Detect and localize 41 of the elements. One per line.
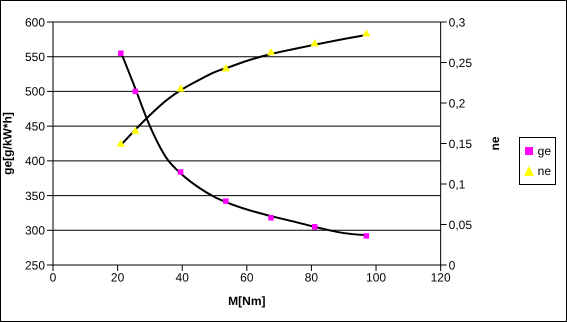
y-tick-label: 450 <box>24 119 46 134</box>
point <box>116 140 125 147</box>
point <box>223 198 229 204</box>
point <box>364 233 370 239</box>
y-tick-label: 350 <box>24 188 46 203</box>
y2-tick-label: 0,05 <box>448 218 472 232</box>
point <box>178 169 184 175</box>
legend-label: ne <box>538 164 551 178</box>
y-tick-label: 400 <box>24 154 46 168</box>
point <box>222 64 230 72</box>
y2-tick-label: 0,1 <box>448 177 466 192</box>
y-axis-title: ge[g/kW*h] <box>0 112 14 175</box>
point <box>310 39 319 46</box>
point <box>268 215 274 221</box>
x-tick-label: 40 <box>176 270 190 285</box>
x-tick-label: 80 <box>304 270 318 285</box>
x-tick-label: 60 <box>240 270 254 285</box>
y2-tick-label: 0,25 <box>448 56 472 70</box>
y2-tick-label: 0,2 <box>448 96 466 110</box>
y2-axis-title: ne <box>488 136 502 151</box>
point <box>132 88 138 94</box>
y-tick-label: 600 <box>24 15 46 30</box>
legend-label: ge <box>538 144 551 158</box>
y-tick-label: 500 <box>24 84 46 99</box>
point <box>312 224 318 230</box>
point <box>266 48 276 56</box>
x-tick-label: 0 <box>50 270 57 285</box>
x-axis-title: M[Nm] <box>228 294 266 308</box>
y-tick-label: 300 <box>24 224 46 238</box>
x-tick-label: 120 <box>430 270 451 285</box>
point <box>362 29 371 37</box>
point <box>118 50 124 56</box>
x-tick-label: 20 <box>110 270 125 285</box>
y2-tick-label: 0,15 <box>448 136 472 151</box>
y-tick-label: 550 <box>24 50 46 64</box>
x-tick-label: 100 <box>366 270 386 285</box>
y-tick-label: 250 <box>24 258 46 272</box>
y2-tick-label: 0 <box>448 258 456 272</box>
y2-tick-label: 0,3 <box>448 15 466 30</box>
point <box>131 126 140 134</box>
point <box>176 84 185 92</box>
